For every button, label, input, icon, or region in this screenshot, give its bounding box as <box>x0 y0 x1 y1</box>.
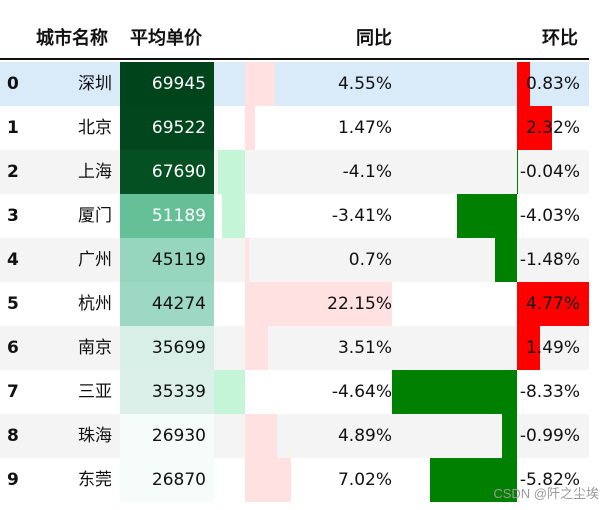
header-mom: 环比 <box>542 28 578 49</box>
mom-bar <box>517 62 530 106</box>
row-index: 8 <box>7 426 19 446</box>
mom-bar <box>392 370 518 414</box>
price-heat-cell <box>120 458 214 502</box>
price-cell: 35699 <box>151 338 206 358</box>
mom-bar <box>516 150 518 194</box>
price-heat-cell <box>120 106 214 150</box>
table-row: 8 珠海 26930 4.89% -0.99% <box>0 414 589 458</box>
price-heat-cell <box>120 414 214 458</box>
yoy-bar <box>214 370 245 414</box>
city-cell: 深圳 <box>78 74 112 94</box>
mom-cell: 4.77% <box>525 294 580 314</box>
header-price: 平均单价 <box>130 28 202 49</box>
price-heat-cell <box>120 326 214 370</box>
city-cell: 广州 <box>78 250 112 270</box>
row-index: 4 <box>7 250 19 270</box>
table-row: 1 北京 69522 1.47% 2.32% <box>0 106 589 150</box>
mom-bar <box>517 106 553 150</box>
price-cell: 44274 <box>151 294 206 314</box>
row-index: 2 <box>7 162 19 182</box>
row-index: 9 <box>7 470 19 490</box>
mom-bar <box>429 458 518 502</box>
row-index: 5 <box>7 294 19 314</box>
price-cell: 69945 <box>151 74 206 94</box>
price-cell: 51189 <box>151 206 206 226</box>
city-cell: 南京 <box>78 338 112 358</box>
mom-cell: 0.83% <box>525 74 580 94</box>
price-heat-cell <box>120 282 214 326</box>
table-row: 5 杭州 44274 22.15% 4.77% <box>0 282 589 326</box>
city-cell: 厦门 <box>78 206 112 226</box>
table-row: 9 东莞 26870 7.02% -5.82% <box>0 458 589 502</box>
yoy-cell: 3.51% <box>337 338 392 358</box>
price-cell: 26870 <box>151 470 206 490</box>
yoy-cell: -4.1% <box>342 162 392 182</box>
header-city: 城市名称 <box>36 28 108 49</box>
price-heat-cell <box>120 150 214 194</box>
table-row: 7 三亚 35339 -4.64% -8.33% <box>0 370 589 414</box>
table-row: 4 广州 45119 0.7% -1.48% <box>0 238 589 282</box>
price-cell: 69522 <box>151 118 206 138</box>
price-heat-cell <box>120 238 214 282</box>
table-row: 3 厦门 51189 -3.41% -4.03% <box>0 194 589 238</box>
city-cell: 东莞 <box>78 470 112 490</box>
price-heat-cell <box>120 370 214 414</box>
row-index: 1 <box>7 118 19 138</box>
yoy-bar <box>244 238 250 282</box>
yoy-bar <box>244 458 292 502</box>
yoy-cell: 4.55% <box>337 74 392 94</box>
price-cell: 45119 <box>151 250 206 270</box>
price-cell: 35339 <box>151 382 206 402</box>
row-index: 7 <box>7 382 19 402</box>
yoy-cell: 0.7% <box>348 250 392 270</box>
table-row: 0 深圳 69945 4.55% 0.83% <box>0 62 589 106</box>
table-row: 2 上海 67690 -4.1% -0.04% <box>0 150 589 194</box>
city-cell: 三亚 <box>78 382 112 402</box>
yoy-bar <box>217 150 245 194</box>
mom-cell: -5.82% <box>519 470 580 490</box>
mom-bar <box>495 238 518 282</box>
city-cell: 杭州 <box>78 294 112 314</box>
city-cell: 珠海 <box>78 426 112 446</box>
header-yoy: 同比 <box>356 28 392 49</box>
yoy-cell: -3.41% <box>331 206 392 226</box>
row-index: 0 <box>7 74 19 94</box>
price-cell: 26930 <box>151 426 206 446</box>
table-row: 6 南京 35699 3.51% 1.49% <box>0 326 589 370</box>
row-index: 3 <box>7 206 19 226</box>
yoy-bar <box>244 106 255 150</box>
mom-cell: -1.48% <box>519 250 580 270</box>
price-cell: 67690 <box>151 162 206 182</box>
mom-bar <box>456 194 518 238</box>
price-heat-cell <box>120 62 214 106</box>
row-index: 6 <box>7 338 19 358</box>
yoy-bar <box>244 282 392 326</box>
yoy-cell: 7.02% <box>337 470 392 490</box>
mom-cell: 2.32% <box>525 118 580 138</box>
mom-cell: -4.03% <box>519 206 580 226</box>
mom-cell: 1.49% <box>525 338 580 358</box>
yoy-cell: 4.89% <box>337 426 392 446</box>
city-cell: 上海 <box>78 162 112 182</box>
city-cell: 北京 <box>78 118 112 138</box>
yoy-cell: 22.15% <box>327 294 392 314</box>
mom-cell: -0.04% <box>519 162 580 182</box>
yoy-bar <box>244 326 269 370</box>
mom-cell: -8.33% <box>519 382 580 402</box>
yoy-bar <box>222 194 245 238</box>
mom-bar <box>502 414 518 458</box>
watermark: CSDN @阡之尘埃 <box>493 486 599 501</box>
mom-bar <box>517 282 589 326</box>
yoy-bar <box>244 414 278 458</box>
yoy-cell: 1.47% <box>337 118 392 138</box>
mom-cell: -0.99% <box>519 426 580 446</box>
table-header: 城市名称 平均单价 同比 环比 <box>0 0 589 60</box>
yoy-bar <box>244 62 276 106</box>
mom-bar <box>517 326 540 370</box>
price-heat-cell <box>120 194 214 238</box>
yoy-cell: -4.64% <box>331 382 392 402</box>
